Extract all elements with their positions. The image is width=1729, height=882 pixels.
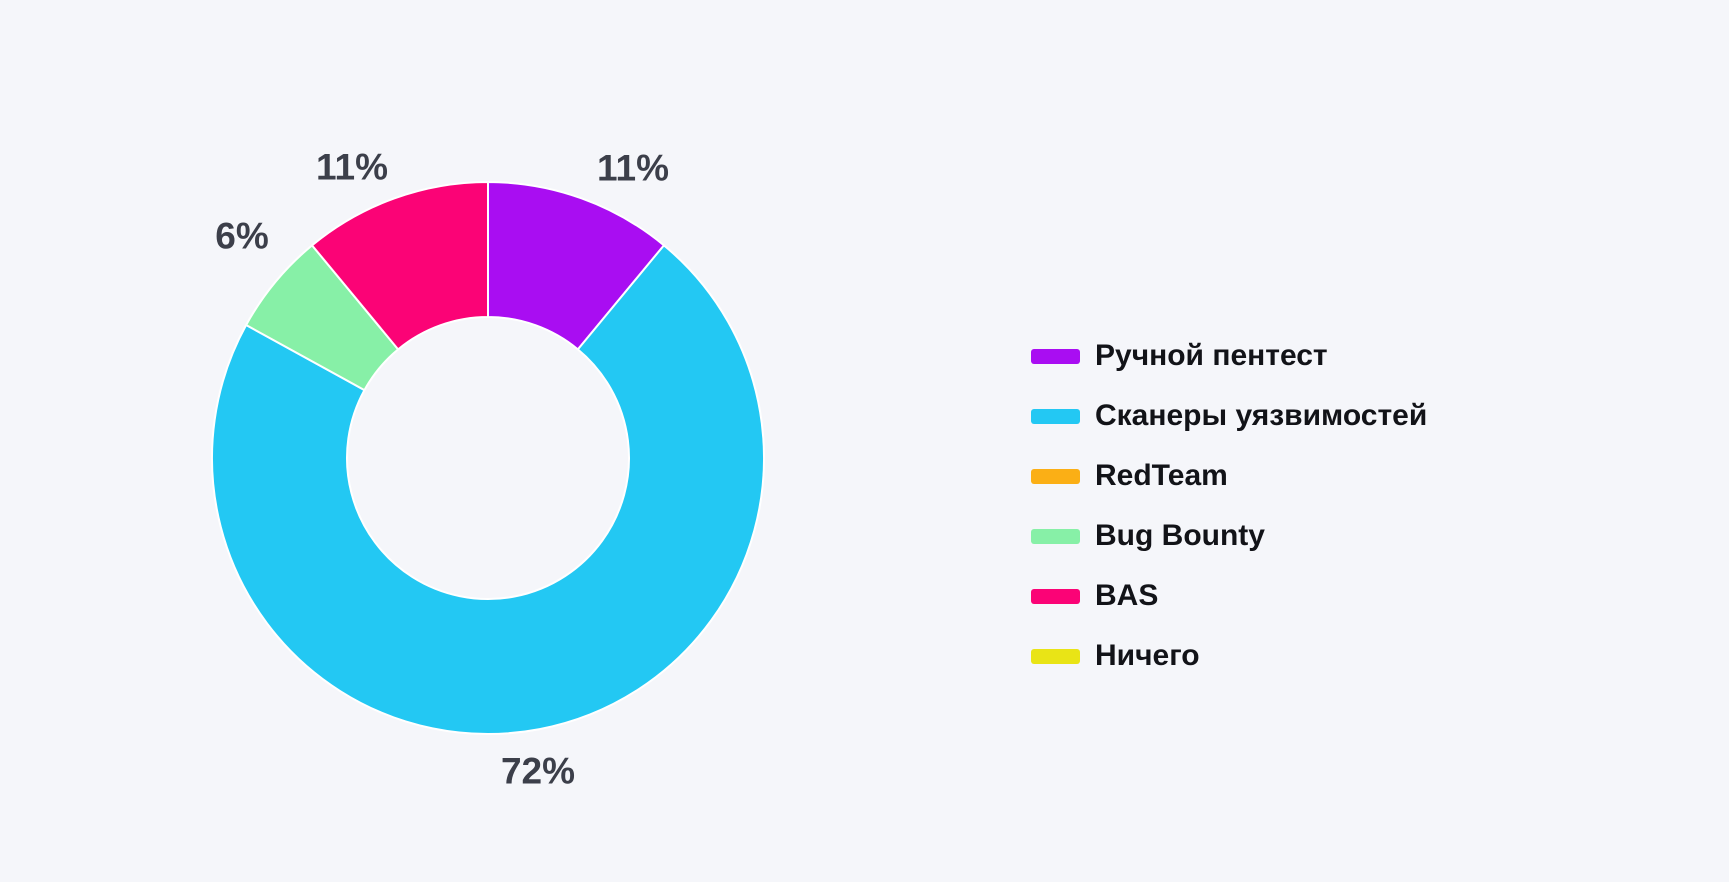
legend-item-2[interactable]: RedTeam — [1031, 446, 1427, 506]
legend-label: Bug Bounty — [1095, 519, 1265, 552]
legend-item-0[interactable]: Ручной пентест — [1031, 326, 1427, 386]
legend-swatch-icon — [1031, 588, 1080, 604]
legend-item-4[interactable]: BAS — [1031, 566, 1427, 626]
chart-legend: Ручной пентест Сканеры уязвимостей RedTeam… — [1031, 326, 1427, 686]
legend-swatch-icon — [1031, 348, 1080, 364]
legend-swatch-icon — [1031, 468, 1080, 484]
legend-label: Ручной пентест — [1095, 339, 1328, 372]
legend-item-3[interactable]: Bug Bounty — [1031, 506, 1427, 566]
percent-label-vuln-scanners: 72% — [500, 750, 576, 792]
donut-chart — [211, 181, 765, 735]
legend-swatch-icon — [1031, 648, 1080, 664]
percent-label-manual-pentest: 11% — [596, 147, 670, 189]
legend-label: RedTeam — [1095, 459, 1228, 492]
legend-item-5[interactable]: Ничего — [1031, 626, 1427, 686]
legend-swatch-icon — [1031, 408, 1080, 424]
donut-slice-4[interactable] — [311, 181, 489, 351]
legend-label: BAS — [1095, 579, 1159, 612]
legend-item-1[interactable]: Сканеры уязвимостей — [1031, 386, 1427, 446]
percent-label-bug-bounty: 6% — [215, 215, 269, 257]
percent-label-bas: 11% — [315, 146, 389, 188]
legend-swatch-icon — [1031, 528, 1080, 544]
legend-label: Сканеры уязвимостей — [1095, 399, 1428, 432]
donut-slice-1[interactable] — [211, 244, 765, 735]
legend-label: Ничего — [1095, 639, 1200, 672]
